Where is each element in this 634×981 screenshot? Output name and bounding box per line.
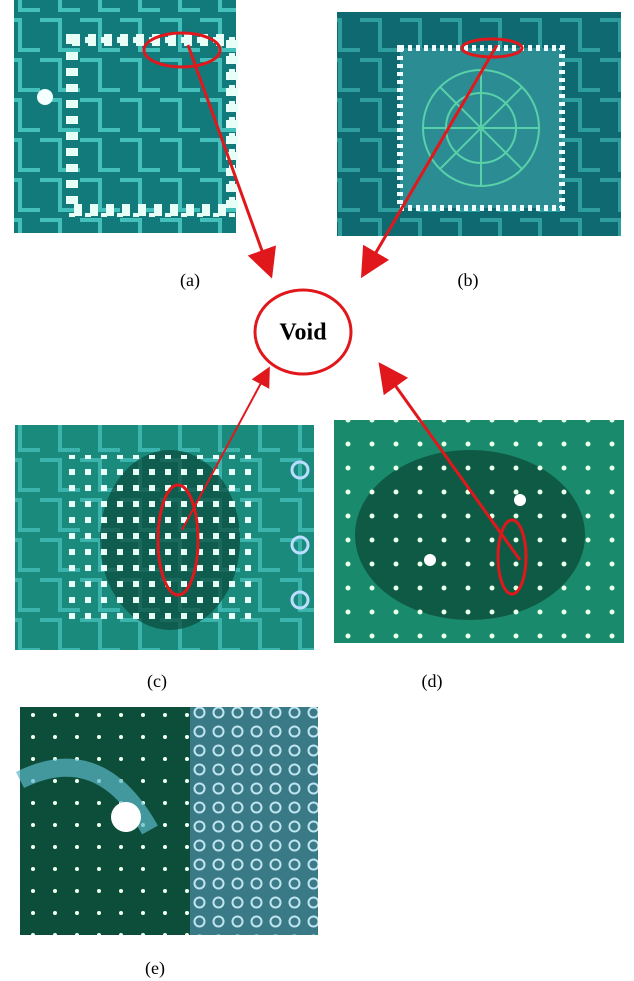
photo-c (15, 425, 314, 650)
photo-a (14, 0, 236, 233)
panel-label: (a) (180, 270, 200, 291)
photo-d (334, 420, 624, 643)
photo-b (337, 12, 621, 236)
panel-label: (c) (147, 671, 167, 692)
center-label: Void (279, 320, 327, 346)
photo-e (20, 707, 318, 935)
panel-label: (d) (422, 671, 443, 692)
panel-label: (b) (458, 270, 479, 291)
figure: (a) (b) Void (c) (d) (0, 0, 634, 981)
panel-label: (e) (145, 958, 165, 979)
